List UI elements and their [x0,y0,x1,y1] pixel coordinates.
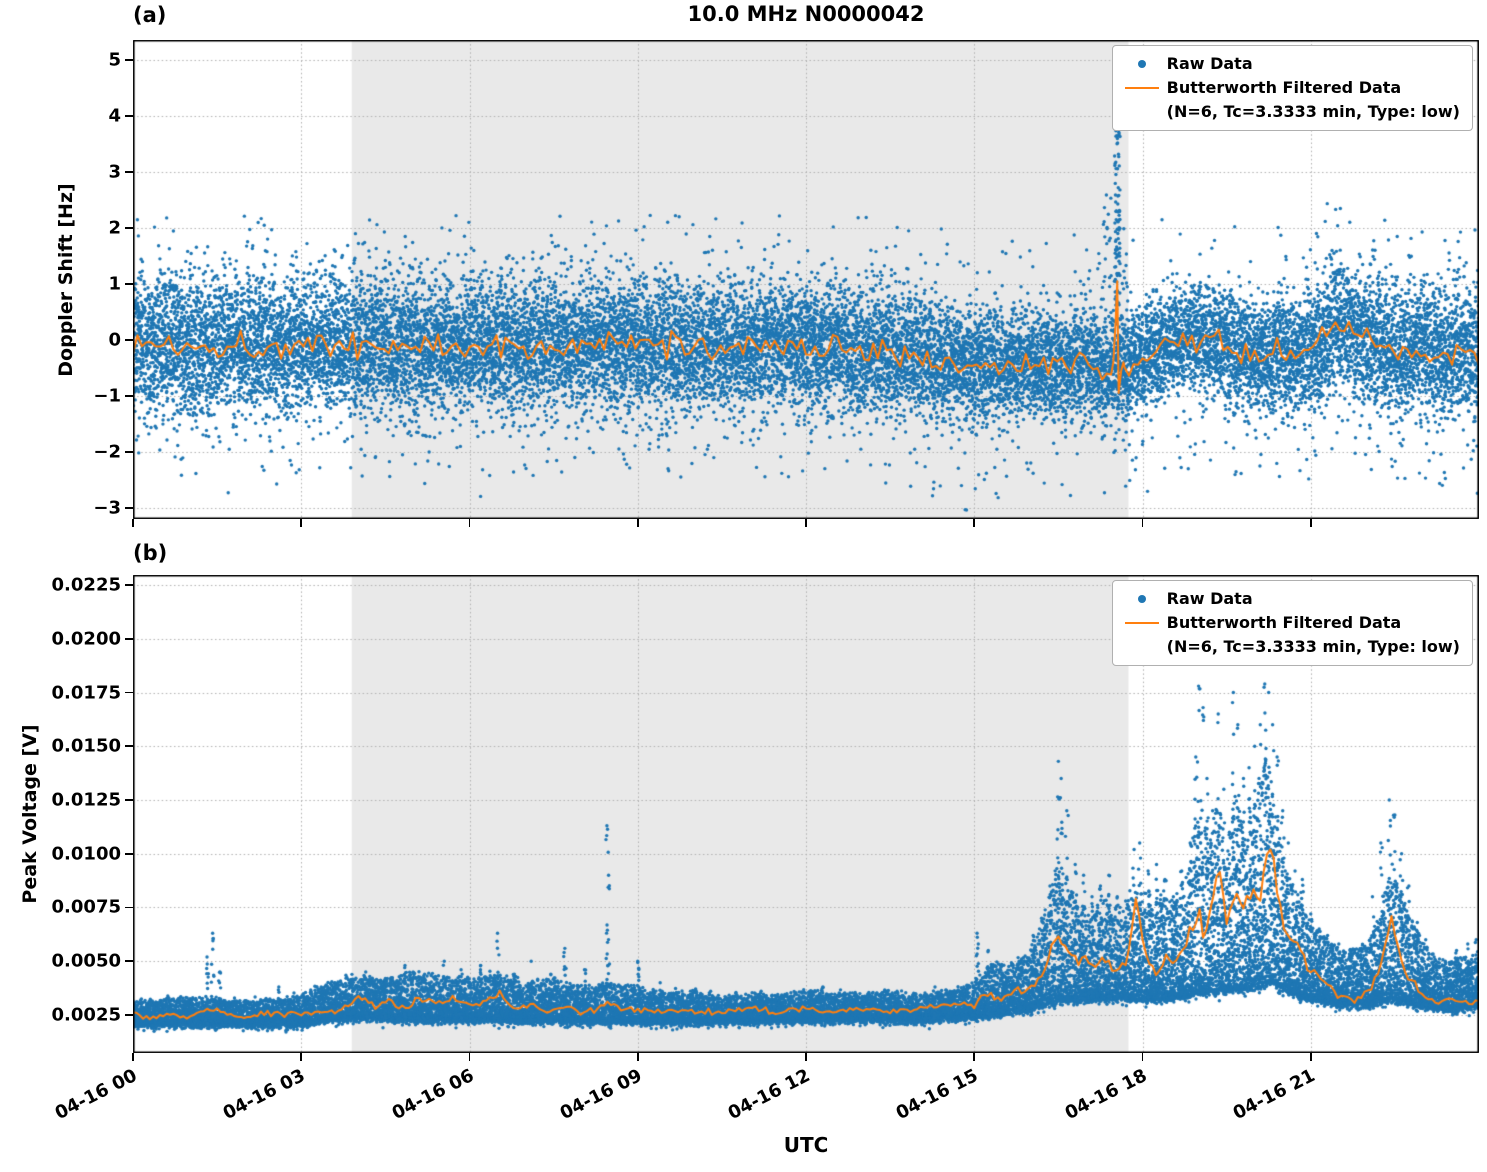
x-tick-label: 04-16 00 [51,1065,141,1125]
legend-filtered-label-line1: Butterworth Filtered Data [1166,78,1402,97]
filtered-marker-wrap [1121,87,1163,89]
panel-a-legend: Raw Data Butterworth Filtered Data (N=6,… [1111,45,1473,131]
y-tick-label: −3 [93,497,121,519]
figure-title: 10.0 MHz N0000042 [687,2,925,26]
x-tick-label: 04-16 12 [724,1065,814,1125]
y-tick-label: 0.0075 [51,896,121,918]
y-tick-label: 0.0225 [51,574,121,596]
y-tick-mark [125,171,133,173]
x-axis-label: UTC [783,1133,829,1157]
y-tick-mark [125,59,133,61]
x-tick-mark [468,1053,471,1061]
x-tick-mark [300,1053,303,1061]
y-tick-label: 0.0050 [51,950,121,972]
legend-filtered-label-line2: (N=6, Tc=3.3333 min, Type: low) [1166,637,1460,656]
y-tick-label: 3 [108,161,121,183]
x-tick-label: 04-16 18 [1061,1065,1151,1125]
x-tick-label: 04-16 15 [893,1065,982,1125]
y-tick-label: 5 [108,49,121,71]
legend-row-filtered: Butterworth Filtered Data [1121,76,1460,100]
x-tick-mark [1141,519,1144,527]
legend-raw-label: Raw Data [1166,589,1253,608]
legend-row-filtered-params: (N=6, Tc=3.3333 min, Type: low) [1121,100,1460,124]
panel-b-legend: Raw Data Butterworth Filtered Data (N=6,… [1111,580,1473,666]
legend-filtered-label-line1: Butterworth Filtered Data [1166,613,1402,632]
y-tick-mark [125,115,133,117]
y-tick-label: 2 [108,217,121,239]
y-tick-label: −2 [93,441,121,463]
y-tick-mark [125,638,133,640]
filtered-line-icon [1124,87,1159,89]
x-tick-mark [805,1053,807,1061]
panel-a-plot: Raw Data Butterworth Filtered Data (N=6,… [133,40,1479,519]
filtered-marker-wrap [1121,622,1163,624]
x-tick-mark [132,519,134,527]
x-tick-mark [1309,1053,1312,1061]
y-tick-label: 1 [108,273,121,295]
y-tick-label: 0.0150 [51,735,121,757]
x-tick-mark [636,519,639,527]
x-tick-label: 04-16 21 [1229,1065,1319,1125]
raw-data-dot-icon [1137,60,1146,68]
legend-row-raw: Raw Data [1121,587,1460,611]
y-tick-label: 0.0100 [51,843,121,865]
y-tick-mark [125,1014,133,1016]
y-tick-label: 4 [108,105,121,127]
y-tick-mark [125,584,133,586]
y-tick-label: 0.0125 [51,789,121,811]
y-tick-mark [125,339,133,341]
x-tick-mark [636,1053,639,1061]
x-tick-mark [973,519,976,527]
x-tick-mark [300,519,303,527]
filtered-line-icon [1124,622,1159,624]
raw-data-marker-wrap [1121,595,1163,603]
x-tick-mark [468,519,471,527]
legend-row-filtered-params: (N=6, Tc=3.3333 min, Type: low) [1121,635,1460,659]
panel-b-plot: Raw Data Butterworth Filtered Data (N=6,… [133,575,1479,1053]
raw-data-dot-icon [1137,595,1146,603]
legend-raw-label: Raw Data [1166,54,1253,73]
y-tick-mark [125,227,133,229]
y-tick-mark [125,507,133,509]
y-tick-label: 0.0200 [51,628,121,650]
y-tick-mark [125,283,133,285]
y-tick-label: 0.0025 [51,1004,121,1026]
x-tick-mark [805,519,807,527]
legend-row-raw: Raw Data [1121,52,1460,76]
y-tick-label: −1 [93,385,121,407]
x-tick-label: 04-16 09 [556,1065,646,1125]
x-tick-mark [1141,1053,1144,1061]
y-tick-mark [125,395,133,397]
legend-filtered-label-line2: (N=6, Tc=3.3333 min, Type: low) [1166,102,1460,121]
panel-a-label: (a) [133,3,167,27]
y-tick-mark [125,691,133,694]
x-tick-label: 04-16 03 [220,1065,309,1125]
x-tick-mark [132,1053,134,1061]
y-tick-mark [125,799,133,801]
y-tick-mark [125,852,133,855]
raw-data-marker-wrap [1121,60,1163,68]
x-tick-mark [1309,519,1312,527]
y-tick-mark [125,960,133,963]
x-tick-label: 04-16 06 [388,1065,478,1125]
y-tick-label: 0 [108,329,121,351]
legend-row-filtered: Butterworth Filtered Data [1121,611,1460,635]
y-tick-label: 0.0175 [51,682,121,704]
y-tick-mark [125,745,133,748]
panel-b-label: (b) [133,541,168,565]
y-tick-mark [125,906,133,909]
y-tick-mark [125,451,133,453]
x-tick-mark [973,1053,976,1061]
